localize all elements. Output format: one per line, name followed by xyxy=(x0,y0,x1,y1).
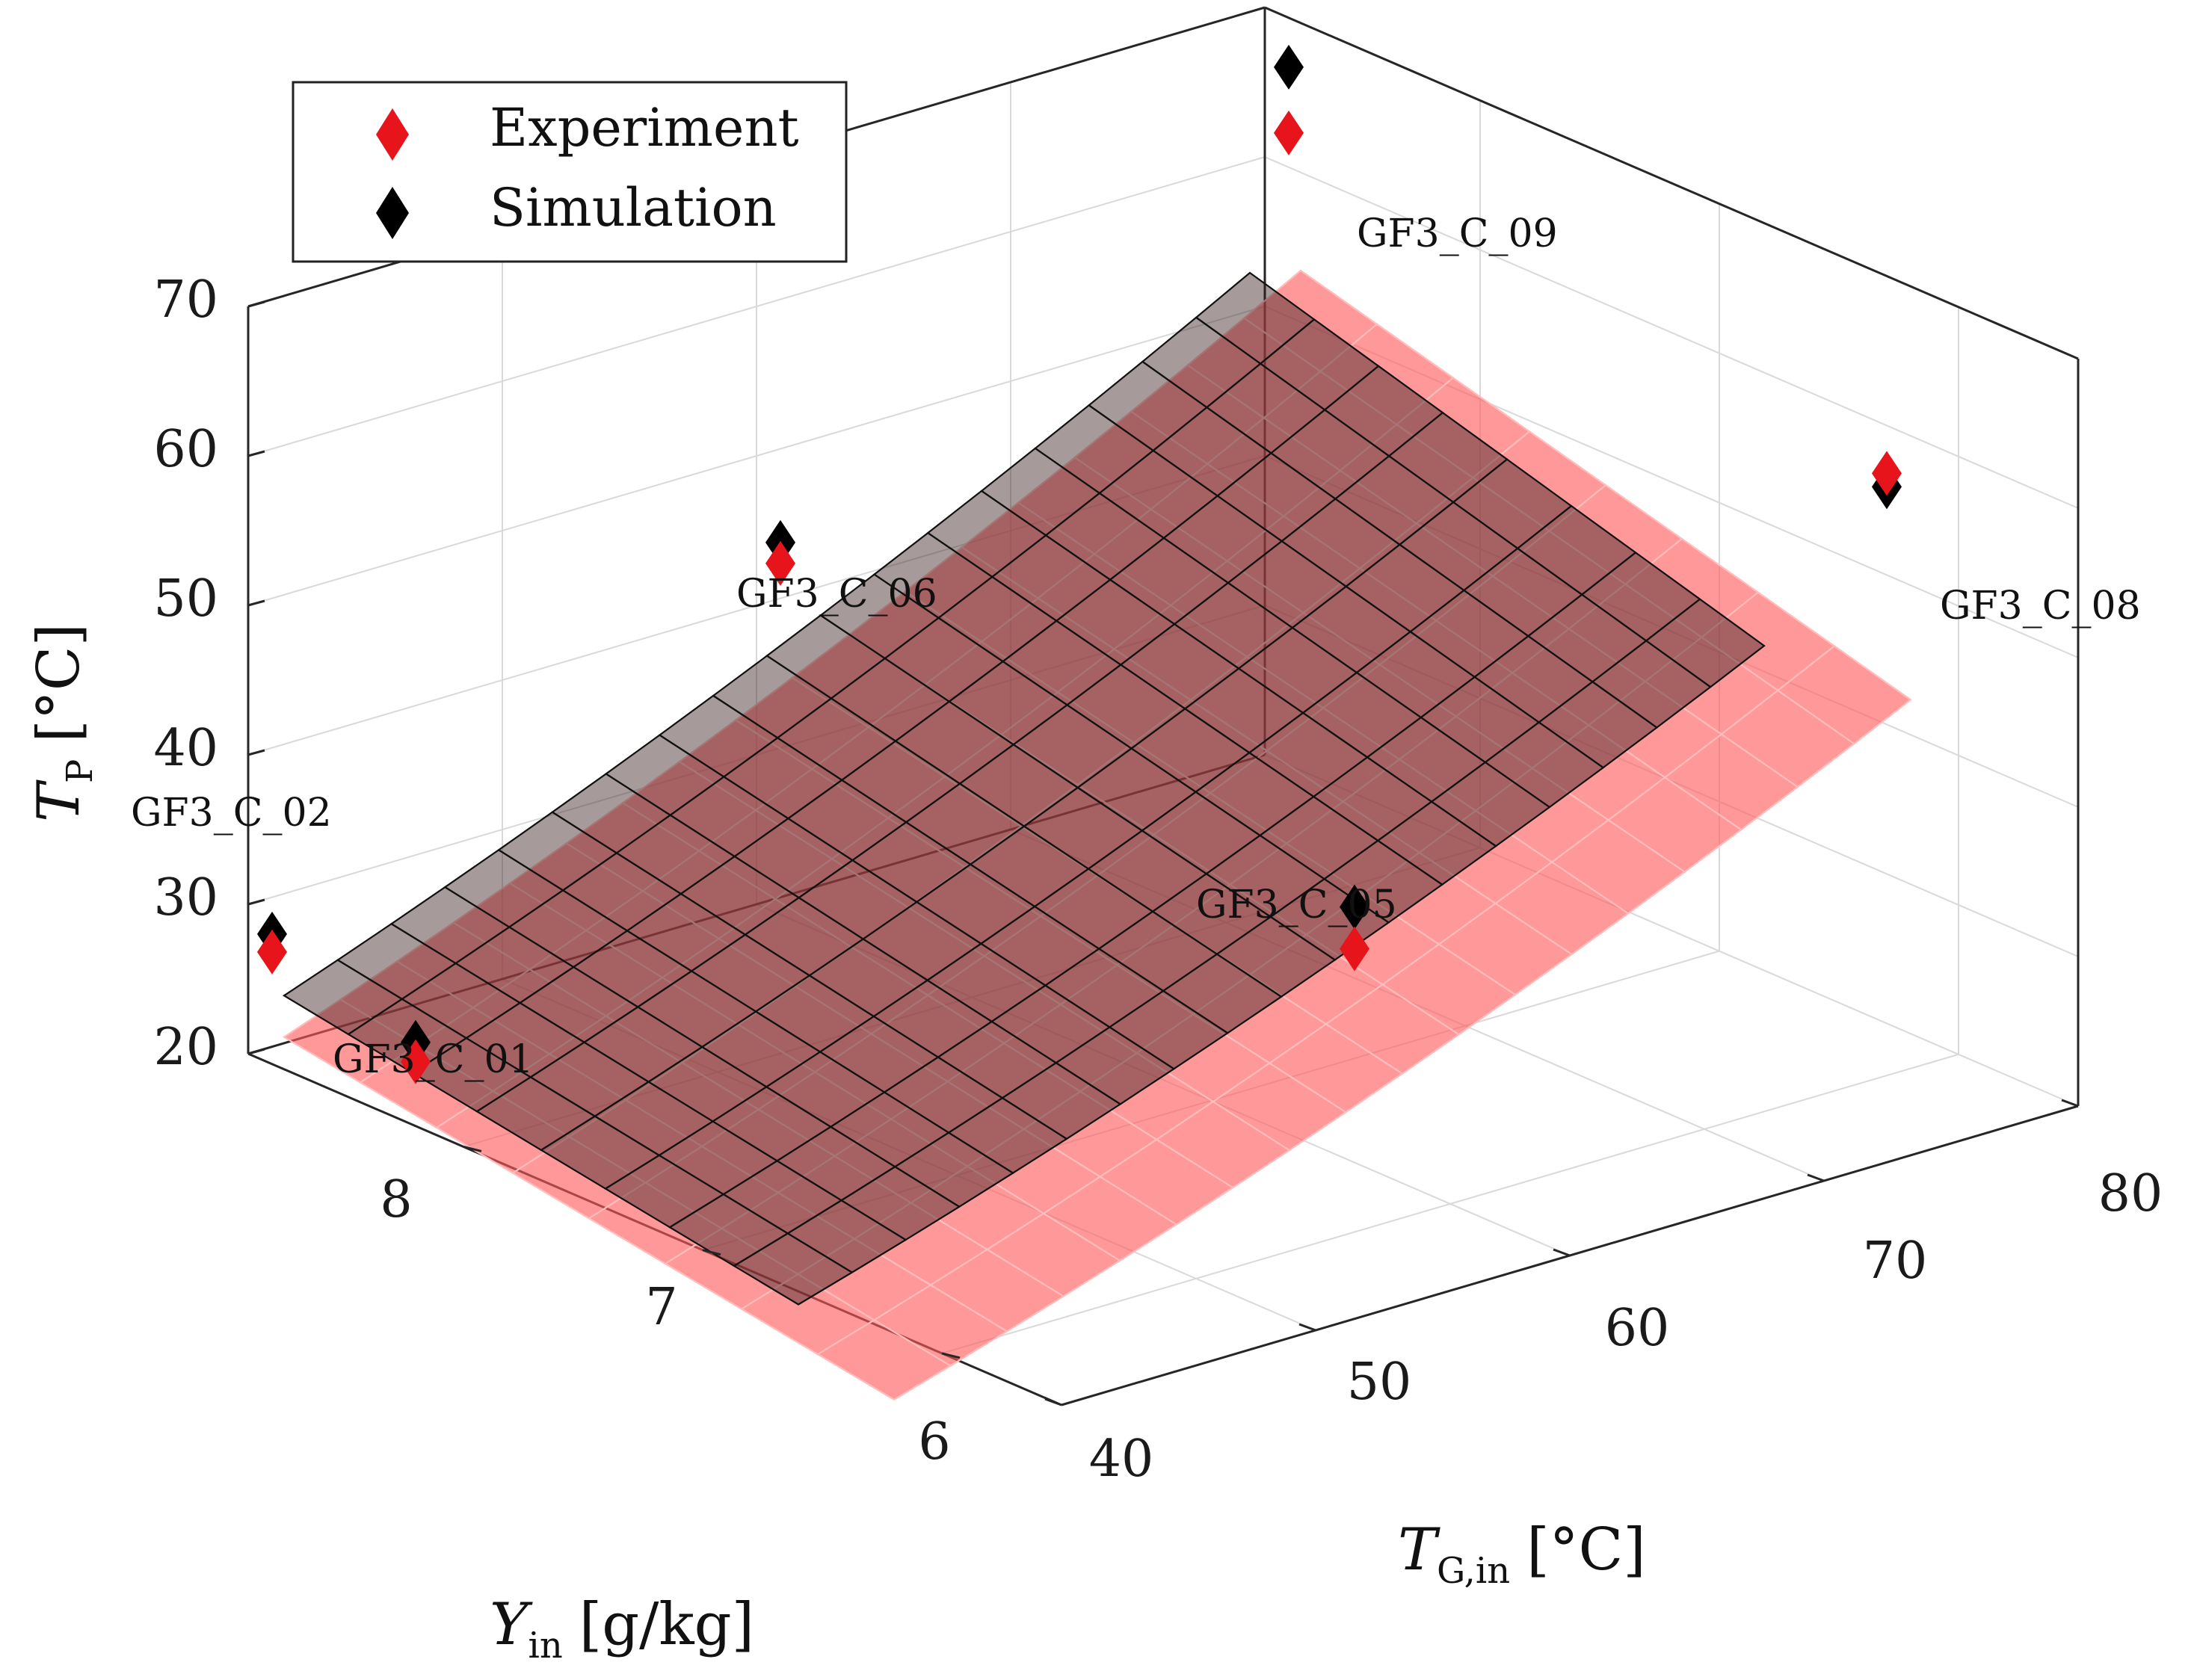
x-tick-label: 70 xyxy=(1863,1232,1928,1291)
z-tick-mark xyxy=(247,898,265,906)
point-label: GF3_C_06 xyxy=(736,572,937,617)
z-tick-label: 70 xyxy=(153,271,218,330)
y-tick-mark xyxy=(463,1145,482,1152)
z-tick-mark xyxy=(247,300,265,308)
tick-marks xyxy=(247,300,2079,1406)
z-tick-mark xyxy=(247,599,265,607)
x-tick-mark xyxy=(1298,1323,1316,1332)
point-label: GF3_C_02 xyxy=(131,791,332,836)
z-tick-label: 50 xyxy=(153,569,218,629)
simulation-diamond-icon xyxy=(376,187,409,239)
x-tick-label: 40 xyxy=(1089,1430,1154,1489)
y-tick-label: 7 xyxy=(645,1278,677,1337)
z-tick-label: 20 xyxy=(153,1018,218,1077)
experiment-marker xyxy=(765,540,795,586)
y-tick-mark xyxy=(941,1352,961,1359)
experiment-marker xyxy=(401,1039,431,1084)
x-axis-subscript: G,in xyxy=(1437,1550,1510,1592)
y-axis-unit: [g/kg] xyxy=(579,1591,754,1658)
point-label: GF3_C_05 xyxy=(1196,883,1397,927)
legend-label: Experiment xyxy=(490,97,799,158)
x-tick-mark xyxy=(1044,1398,1062,1406)
y-axis-subscript: in xyxy=(529,1625,563,1667)
legend-box xyxy=(292,81,848,263)
grid-line xyxy=(941,1053,1959,1354)
x-axis-unit: [°C] xyxy=(1526,1516,1646,1584)
z-tick-label: 30 xyxy=(153,868,218,927)
z-tick-label: 40 xyxy=(153,719,218,778)
point-label: GF3_C_01 xyxy=(333,1037,534,1082)
legend: Experiment Simulation xyxy=(292,81,848,263)
experiment-marker xyxy=(257,929,287,975)
y-tick-label: 8 xyxy=(380,1170,412,1229)
x-tick-mark xyxy=(1807,1173,1825,1182)
z-tick-mark xyxy=(247,450,265,457)
x-tick-label: 80 xyxy=(2098,1164,2163,1223)
z-axis-symbol: T xyxy=(25,779,93,822)
x-axis-symbol: T xyxy=(1398,1516,1440,1584)
y-axis-title: Yin [g/kg] xyxy=(490,1591,754,1667)
experiment-marker xyxy=(1340,926,1369,972)
top-edge xyxy=(1264,6,2079,360)
experiment-marker xyxy=(1274,110,1304,155)
z-axis-subscript: P xyxy=(59,759,101,783)
point-label: GF3_C_08 xyxy=(1940,584,2141,629)
point-label: GF3_C_09 xyxy=(1357,211,1558,256)
x-axis-title: TG,in [°C] xyxy=(1398,1516,1646,1592)
z-axis-unit: [°C] xyxy=(25,623,93,743)
experiment-marker xyxy=(1872,451,1902,496)
x-tick-label: 50 xyxy=(1347,1353,1412,1412)
legend-label: Simulation xyxy=(490,177,777,238)
y-tick-mark xyxy=(702,1249,721,1256)
grid-line xyxy=(1264,156,2079,509)
x-tick-label: 60 xyxy=(1605,1299,1670,1358)
z-tick-mark xyxy=(247,1048,265,1055)
simulation-marker xyxy=(1274,44,1304,90)
exp-cell xyxy=(1776,645,1912,745)
z-tick-mark xyxy=(247,749,265,756)
z-axis-title: TP [°C] xyxy=(25,623,101,822)
data-markers xyxy=(257,44,1902,1084)
simulation-marker xyxy=(1340,884,1369,930)
x-tick-mark xyxy=(2061,1099,2079,1108)
legend-entry-simulation: Simulation xyxy=(376,177,777,239)
z-tick-label: 60 xyxy=(153,420,218,479)
legend-entry-experiment: Experiment xyxy=(376,97,799,161)
y-tick-label: 6 xyxy=(918,1412,950,1471)
y-axis-symbol: Y xyxy=(490,1591,533,1658)
sim-cell xyxy=(1645,598,1766,688)
experiment-diamond-icon xyxy=(376,108,409,161)
x-tick-mark xyxy=(1553,1248,1571,1257)
